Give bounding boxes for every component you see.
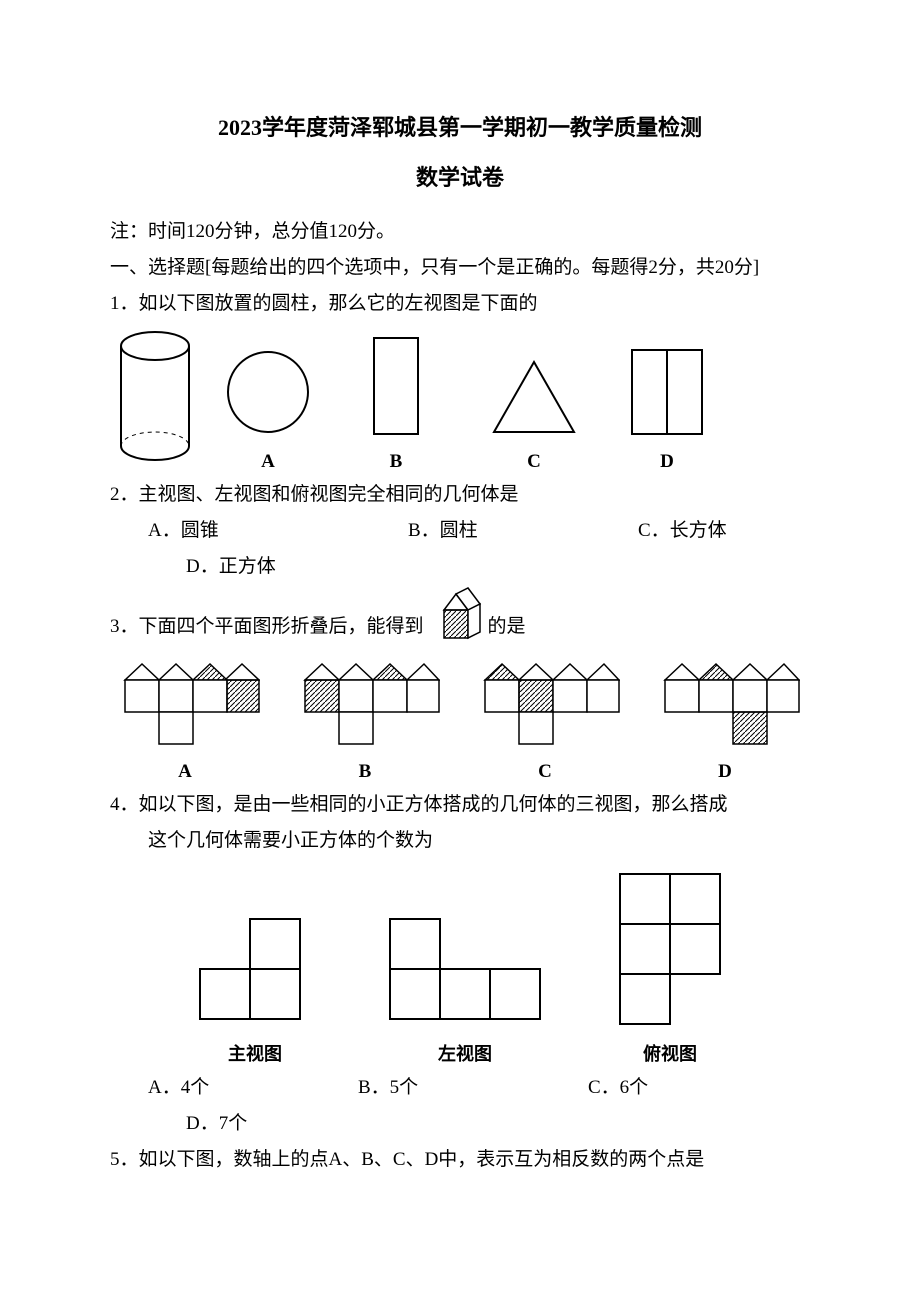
q4-opt-b: B．5个 xyxy=(358,1070,588,1106)
q2-options-row1: A．圆锥 B．圆柱 C．长方体 xyxy=(110,513,810,549)
q4-front-view: 主视图 xyxy=(190,909,320,1066)
section-1-heading: 一、选择题[每题给出的四个选项中，只有一个是正确的。每题得2分，共20分] xyxy=(110,250,810,286)
q4-top-view: 俯视图 xyxy=(610,869,730,1066)
q3-pre: 3．下面四个平面图形折叠后，能得到 xyxy=(110,609,424,645)
q3-post: 的是 xyxy=(488,609,526,645)
q2-opt-a: A．圆锥 xyxy=(110,513,408,549)
q3-label-b: B xyxy=(290,761,440,783)
q3-label-a: A xyxy=(110,761,260,783)
q2-opt-d: D．正方体 xyxy=(110,549,810,585)
q3-target-icon xyxy=(426,586,486,646)
q4-options-row1: A．4个 B．5个 C．6个 xyxy=(110,1070,810,1106)
q1-option-b: B xyxy=(356,332,436,473)
q2-opt-c: C．长方体 xyxy=(638,513,810,549)
q1-figures: A B C D xyxy=(110,328,810,473)
q3-label-c: C xyxy=(470,761,620,783)
q4-cap-left: 左视图 xyxy=(380,1040,550,1066)
q3-figures: A B xyxy=(110,652,810,783)
q4-figures: 主视图 左视图 俯视图 xyxy=(110,869,810,1066)
q3-label-d: D xyxy=(650,761,800,783)
q3-option-b: B xyxy=(290,652,440,783)
q4-cap-front: 主视图 xyxy=(190,1040,320,1066)
q4-opt-d: D．7个 xyxy=(110,1106,810,1142)
q4-opt-a: A．4个 xyxy=(110,1070,358,1106)
q1-option-d: D xyxy=(622,342,712,473)
q3-text: 3．下面四个平面图形折叠后，能得到 的是 xyxy=(110,586,810,646)
q1-label-a: A xyxy=(218,451,318,473)
q2-opt-b: B．圆柱 xyxy=(408,513,638,549)
q4-opt-c: C．6个 xyxy=(588,1070,810,1106)
q3-option-c: C xyxy=(470,652,620,783)
q1-label-c: C xyxy=(484,451,584,473)
exam-subtitle: 数学试卷 xyxy=(110,160,810,192)
q1-label-b: B xyxy=(356,451,436,473)
q4-left-view: 左视图 xyxy=(380,909,550,1066)
q4-text-2: 这个几何体需要小正方体的个数为 xyxy=(110,823,810,859)
q1-option-a: A xyxy=(218,342,318,473)
q1-given-cylinder xyxy=(110,328,200,473)
q1-label-d: D xyxy=(622,451,712,473)
q1-text: 1．如以下图放置的圆柱，那么它的左视图是下面的 xyxy=(110,286,810,322)
q1-option-c: C xyxy=(484,352,584,473)
q4-cap-top: 俯视图 xyxy=(610,1040,730,1066)
note: 注：时间120分钟，总分值120分。 xyxy=(110,214,810,250)
q3-option-a: A xyxy=(110,652,260,783)
q2-text: 2．主视图、左视图和俯视图完全相同的几何体是 xyxy=(110,477,810,513)
q5-text: 5．如以下图，数轴上的点A、B、C、D中，表示互为相反数的两个点是 xyxy=(110,1142,810,1178)
exam-title: 2023学年度菏泽郓城县第一学期初一教学质量检测 xyxy=(110,110,810,142)
q3-option-d: D xyxy=(650,652,800,783)
q4-text-1: 4．如以下图，是由一些相同的小正方体搭成的几何体的三视图，那么搭成 xyxy=(110,787,810,823)
